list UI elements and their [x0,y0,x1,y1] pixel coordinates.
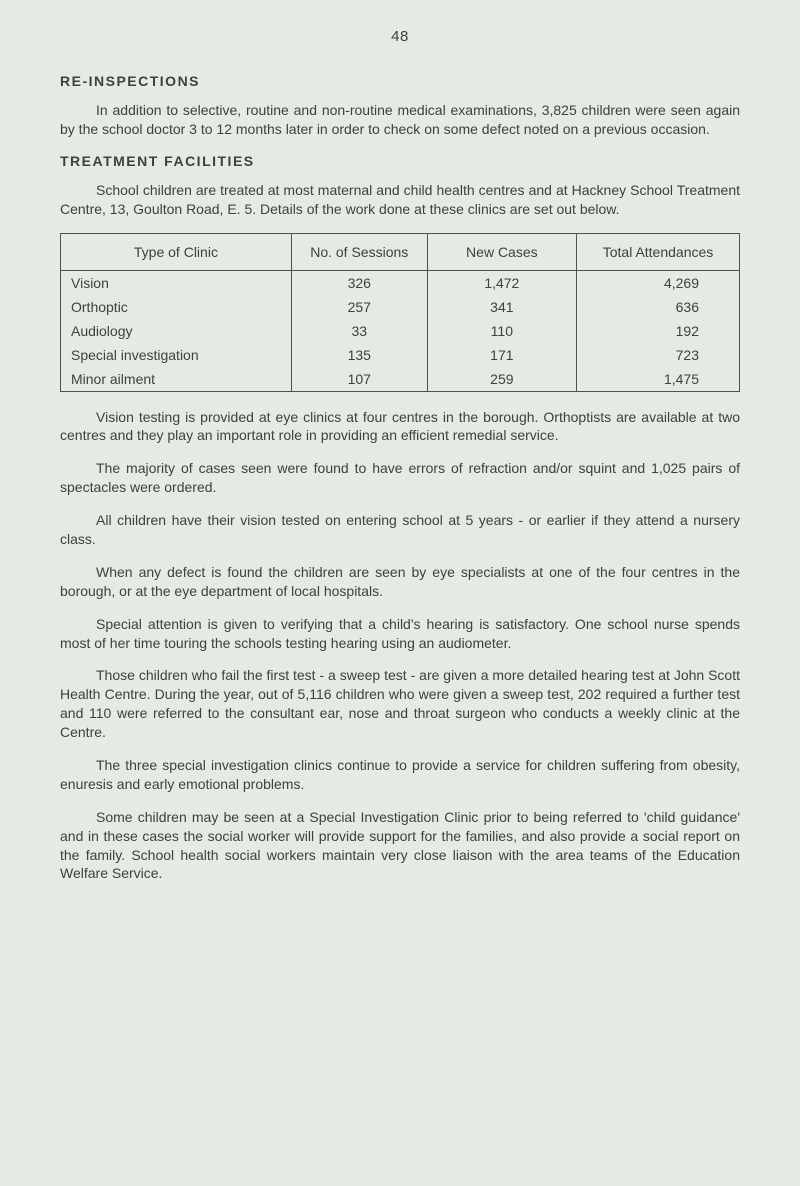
table-row: Audiology 33 110 192 [61,319,740,343]
table-cell: 1,472 [427,270,576,295]
table-cell: Vision [61,270,292,295]
paragraph-treatment-1: School children are treated at most mate… [60,181,740,219]
body-paragraph-1: Vision testing is provided at eye clinic… [60,408,740,446]
table-cell: 636 [577,295,740,319]
table-header-type: Type of Clinic [61,233,292,270]
table-row: Special investigation 135 171 723 [61,343,740,367]
table-cell: 4,269 [577,270,740,295]
table-cell: 171 [427,343,576,367]
table-cell: Minor ailment [61,367,292,392]
table-cell: Orthoptic [61,295,292,319]
table-cell: 192 [577,319,740,343]
paragraph-reinspections-1: In addition to selective, routine and no… [60,101,740,139]
table-row: Orthoptic 257 341 636 [61,295,740,319]
page-number: 48 [60,28,740,45]
table-cell: 326 [291,270,427,295]
table-header-cases: New Cases [427,233,576,270]
table-cell: 110 [427,319,576,343]
table-cell: 341 [427,295,576,319]
body-paragraph-4: When any defect is found the children ar… [60,563,740,601]
body-paragraph-8: Some children may be seen at a Special I… [60,808,740,884]
body-paragraph-2: The majority of cases seen were found to… [60,459,740,497]
table-cell: 135 [291,343,427,367]
body-paragraph-6: Those children who fail the first test -… [60,666,740,742]
table-row: Vision 326 1,472 4,269 [61,270,740,295]
table-cell: Audiology [61,319,292,343]
document-page: 48 RE-INSPECTIONS In addition to selecti… [0,0,800,1186]
table-cell: 1,475 [577,367,740,392]
clinic-table: Type of Clinic No. of Sessions New Cases… [60,233,740,392]
table-cell: 33 [291,319,427,343]
table-cell: 723 [577,343,740,367]
body-paragraph-3: All children have their vision tested on… [60,511,740,549]
table-header-sessions: No. of Sessions [291,233,427,270]
table-header-row: Type of Clinic No. of Sessions New Cases… [61,233,740,270]
table-cell: Special investigation [61,343,292,367]
body-paragraph-7: The three special investigation clinics … [60,756,740,794]
heading-treatment: TREATMENT FACILITIES [60,153,740,169]
body-paragraph-5: Special attention is given to verifying … [60,615,740,653]
table-row: Minor ailment 107 259 1,475 [61,367,740,392]
table-header-attendances: Total Attendances [577,233,740,270]
table-cell: 259 [427,367,576,392]
table-cell: 257 [291,295,427,319]
table-cell: 107 [291,367,427,392]
heading-reinspections: RE-INSPECTIONS [60,73,740,89]
